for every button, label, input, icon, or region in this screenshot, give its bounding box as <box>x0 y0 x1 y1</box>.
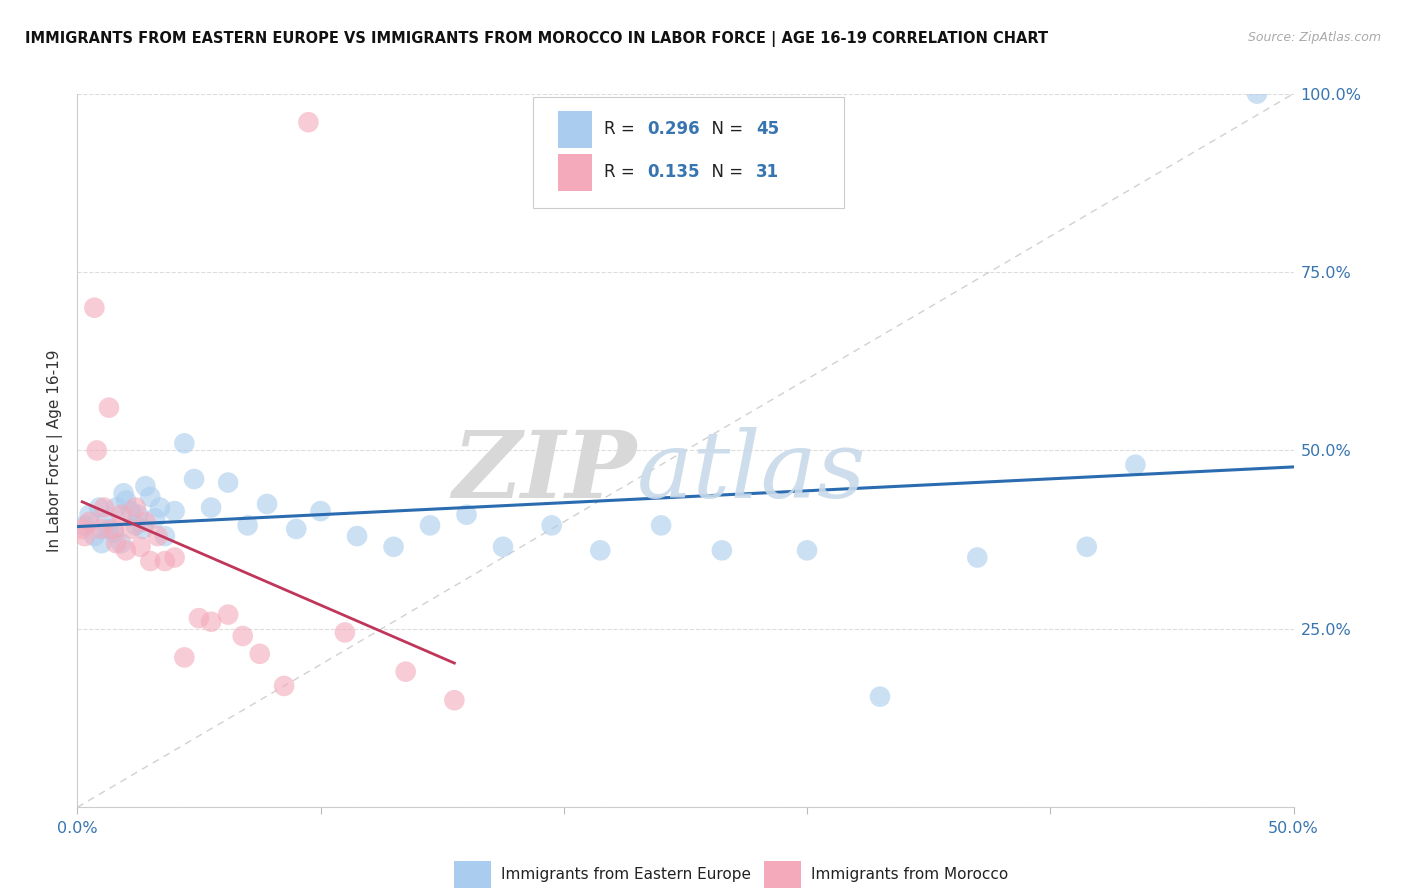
Point <box>163 550 186 565</box>
Point <box>1125 458 1147 472</box>
Point <box>86 443 108 458</box>
Point <box>200 615 222 629</box>
FancyBboxPatch shape <box>765 861 801 888</box>
Point <box>153 529 176 543</box>
Point <box>110 508 132 522</box>
Point <box>83 301 105 315</box>
Point <box>333 625 356 640</box>
Point <box>132 522 155 536</box>
Point <box>153 554 176 568</box>
Point <box>97 401 120 415</box>
Point <box>127 508 149 522</box>
Point <box>1246 87 1268 101</box>
Point <box>256 497 278 511</box>
Text: N =: N = <box>702 163 748 181</box>
Text: 31: 31 <box>756 163 779 181</box>
Point <box>217 475 239 490</box>
Point <box>443 693 465 707</box>
Point <box>297 115 319 129</box>
Point <box>90 536 112 550</box>
Point <box>1076 540 1098 554</box>
Text: Immigrants from Morocco: Immigrants from Morocco <box>811 867 1008 882</box>
Point <box>143 511 166 525</box>
Point <box>309 504 332 518</box>
Point <box>540 518 562 533</box>
Point <box>110 536 132 550</box>
Point <box>200 500 222 515</box>
Point <box>650 518 672 533</box>
Point <box>395 665 418 679</box>
Point <box>134 479 156 493</box>
Point <box>589 543 612 558</box>
Point <box>120 504 142 518</box>
Point <box>869 690 891 704</box>
Point <box>139 490 162 504</box>
Point <box>83 529 105 543</box>
FancyBboxPatch shape <box>454 861 491 888</box>
Point <box>273 679 295 693</box>
FancyBboxPatch shape <box>558 111 592 148</box>
Point <box>146 529 169 543</box>
Point <box>103 525 125 540</box>
Point <box>236 518 259 533</box>
Point <box>346 529 368 543</box>
Text: R =: R = <box>605 120 640 138</box>
Point <box>163 504 186 518</box>
Point <box>90 522 112 536</box>
FancyBboxPatch shape <box>558 153 592 191</box>
Point <box>125 500 148 515</box>
Point <box>115 493 138 508</box>
Point <box>710 543 733 558</box>
Point <box>492 540 515 554</box>
Point <box>120 522 142 536</box>
Point <box>382 540 405 554</box>
Point <box>149 500 172 515</box>
Point <box>249 647 271 661</box>
Point <box>419 518 441 533</box>
Point <box>115 543 138 558</box>
Point <box>796 543 818 558</box>
FancyBboxPatch shape <box>533 97 844 208</box>
Point <box>285 522 308 536</box>
Point <box>183 472 205 486</box>
Text: 0.135: 0.135 <box>648 163 700 181</box>
Text: 0.296: 0.296 <box>648 120 700 138</box>
Text: IMMIGRANTS FROM EASTERN EUROPE VS IMMIGRANTS FROM MOROCCO IN LABOR FORCE | AGE 1: IMMIGRANTS FROM EASTERN EUROPE VS IMMIGR… <box>25 31 1049 47</box>
Point <box>232 629 254 643</box>
Point <box>79 508 101 522</box>
Text: N =: N = <box>702 120 748 138</box>
Point <box>173 436 195 450</box>
Text: atlas: atlas <box>637 427 866 516</box>
Point <box>73 518 96 533</box>
Point <box>70 522 93 536</box>
Point <box>73 529 96 543</box>
Text: 45: 45 <box>756 120 779 138</box>
Text: Immigrants from Eastern Europe: Immigrants from Eastern Europe <box>501 867 751 882</box>
Point <box>105 536 128 550</box>
Y-axis label: In Labor Force | Age 16-19: In Labor Force | Age 16-19 <box>48 349 63 552</box>
Point <box>93 500 115 515</box>
Point <box>79 515 101 529</box>
Point <box>89 500 111 515</box>
Point <box>217 607 239 622</box>
Point <box>134 515 156 529</box>
Point <box>125 518 148 533</box>
Text: R =: R = <box>605 163 640 181</box>
Point <box>456 508 478 522</box>
Text: Source: ZipAtlas.com: Source: ZipAtlas.com <box>1247 31 1381 45</box>
Point <box>188 611 211 625</box>
Point <box>105 500 128 515</box>
Point <box>96 515 118 529</box>
Point <box>112 486 135 500</box>
Point <box>173 650 195 665</box>
Point <box>966 550 988 565</box>
Point <box>129 540 152 554</box>
Text: ZIP: ZIP <box>453 427 637 516</box>
Point <box>139 554 162 568</box>
Point <box>97 522 120 536</box>
Point <box>103 522 125 536</box>
